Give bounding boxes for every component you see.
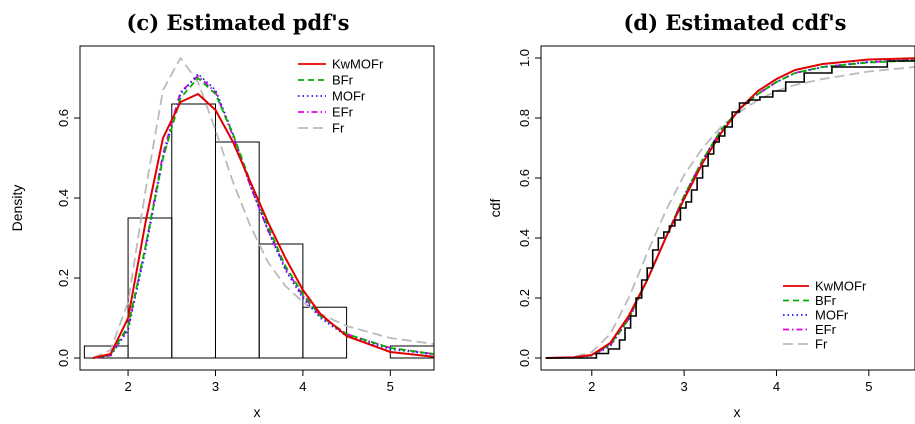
legend-label-mofr: MOFr bbox=[815, 308, 849, 323]
series-line-kwmofr bbox=[545, 57, 915, 359]
legend-label-mofr: MOFr bbox=[332, 89, 366, 104]
histogram-bar bbox=[302, 306, 348, 359]
histogram-bar bbox=[127, 217, 173, 359]
y-tick-label: 0.2 bbox=[56, 269, 71, 287]
legend-label-kwmofr: KwMOFr bbox=[332, 57, 384, 72]
x-tick-label: 3 bbox=[681, 379, 688, 394]
legend-label-fr: Fr bbox=[815, 337, 828, 352]
cdf-curves bbox=[545, 57, 915, 359]
x-tick-label: 3 bbox=[212, 379, 219, 394]
series-line-mofr bbox=[92, 73, 435, 359]
cdf-y-axis: 0.0 0.2 0.4 0.6 0.8 1.0 bbox=[517, 49, 541, 367]
legend-label-fr: Fr bbox=[332, 121, 345, 136]
histogram-bar bbox=[258, 243, 304, 359]
legend-label-bfr: BFr bbox=[815, 293, 837, 308]
legend-label-efr: EFr bbox=[332, 105, 354, 120]
x-tick-label: 5 bbox=[865, 379, 872, 394]
histogram-bars bbox=[83, 103, 435, 359]
legend-label-bfr: BFr bbox=[332, 73, 354, 88]
y-tick-label: 0.2 bbox=[517, 289, 532, 307]
y-tick-label: 0.0 bbox=[56, 349, 71, 367]
pdf-plot-frame bbox=[79, 45, 435, 371]
series-line-fr bbox=[92, 57, 435, 359]
cdf-x-axis-label: x bbox=[734, 404, 741, 420]
pdf-y-axis-label: Density bbox=[9, 185, 25, 232]
cdf-y-axis-label: cdf bbox=[487, 199, 503, 218]
x-tick-label: 5 bbox=[387, 379, 394, 394]
pdf-x-axis-label: x bbox=[254, 404, 261, 420]
series-line-efr bbox=[545, 59, 915, 359]
y-tick-label: 0.6 bbox=[56, 109, 71, 127]
x-tick-label: 4 bbox=[773, 379, 780, 394]
histogram-bar bbox=[214, 141, 260, 359]
pdf-x-axis: 2 3 4 5 bbox=[124, 370, 394, 394]
cdf-x-axis: 2 3 4 5 bbox=[588, 370, 872, 394]
series-line-mofr bbox=[545, 58, 915, 359]
pdf-chart-title: (c) Estimated pdf's bbox=[126, 10, 349, 35]
empirical-cdf bbox=[545, 60, 915, 359]
series-line-efr bbox=[92, 75, 435, 359]
pdf-curves bbox=[92, 57, 435, 359]
y-tick-label: 0.8 bbox=[517, 109, 532, 127]
pdf-y-axis: 0.0 0.2 0.4 0.6 bbox=[56, 109, 80, 367]
series-line-kwmofr bbox=[92, 93, 435, 359]
y-tick-label: 1.0 bbox=[517, 49, 532, 67]
x-tick-label: 2 bbox=[588, 379, 595, 394]
legend-label-kwmofr: KwMOFr bbox=[815, 279, 867, 294]
cdf-chart-title: (d) Estimated cdf's bbox=[623, 10, 846, 35]
series-line-bfr bbox=[545, 59, 915, 359]
x-tick-label: 4 bbox=[299, 379, 306, 394]
y-tick-label: 0.4 bbox=[517, 229, 532, 247]
legend-label-efr: EFr bbox=[815, 322, 837, 337]
empirical-cdf-step bbox=[545, 60, 915, 359]
y-tick-label: 0.0 bbox=[517, 349, 532, 367]
x-tick-label: 2 bbox=[124, 379, 131, 394]
y-tick-label: 0.6 bbox=[517, 169, 532, 187]
y-tick-label: 0.4 bbox=[56, 189, 71, 207]
histogram-bar bbox=[171, 103, 216, 359]
cdf-panel: (d) Estimated cdf's 2 3 4 5 0.0 0.2 0.4 0.6 0.8… bbox=[487, 10, 915, 420]
series-line-fr bbox=[545, 66, 915, 359]
cdf-plot-frame bbox=[540, 45, 915, 371]
